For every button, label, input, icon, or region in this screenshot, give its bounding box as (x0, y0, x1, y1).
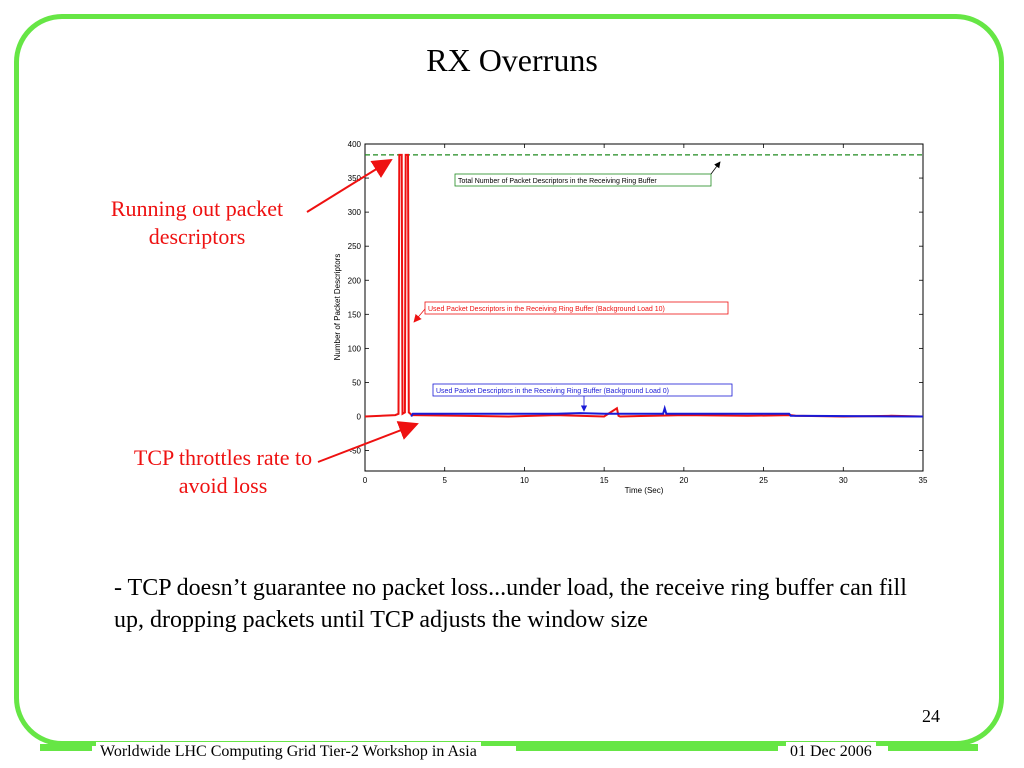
footer-event-name: Worldwide LHC Computing Grid Tier-2 Work… (96, 742, 481, 762)
footer-bar-left (40, 744, 92, 751)
callout-tcp-throttles: TCP throttles rate to avoid loss (133, 445, 313, 498)
page-number: 24 (922, 706, 940, 726)
callout-running-out: Running out packet descriptors (110, 196, 284, 249)
footer-bar-right (888, 744, 978, 751)
slide-title: RX Overruns (426, 42, 598, 78)
bullet-text: - TCP doesn’t guarantee no packet loss..… (114, 575, 907, 633)
footer-date: 01 Dec 2006 (786, 742, 876, 762)
slide-frame (14, 14, 1004, 746)
footer-bar-middle (516, 744, 778, 751)
